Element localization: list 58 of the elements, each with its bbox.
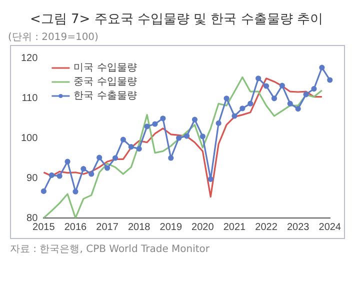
point — [232, 113, 238, 119]
x-tick-label: 2024 — [318, 222, 342, 233]
legend-label: 한국 수출물량 — [74, 90, 137, 102]
point — [48, 172, 54, 178]
point — [208, 176, 214, 182]
point — [216, 120, 222, 126]
point — [112, 155, 118, 161]
point — [287, 100, 293, 106]
point — [168, 155, 174, 161]
text: 자료 : 한국은행, CPB World Trade Monitor — [10, 243, 210, 256]
chart-subtitle: (단위 : 2019=100) — [8, 31, 98, 44]
point — [271, 96, 278, 102]
point — [72, 188, 78, 194]
point — [88, 171, 94, 177]
x-tick-label: 2018 — [128, 222, 151, 233]
y-tick-label: 120 — [20, 52, 38, 64]
point — [224, 96, 230, 102]
point — [136, 146, 142, 152]
point — [96, 154, 102, 160]
x-tick-label: 2022 — [255, 222, 278, 233]
point — [327, 77, 333, 83]
point — [104, 165, 110, 171]
point — [40, 188, 46, 194]
point — [120, 136, 126, 142]
x-tick-label: 2015 — [32, 222, 56, 233]
point — [303, 92, 309, 98]
y-tick-label: 90 — [26, 172, 38, 184]
point — [144, 124, 150, 130]
legend-label: 미국 수입물량 — [74, 62, 137, 74]
point — [184, 133, 190, 139]
point — [128, 144, 134, 150]
point — [248, 100, 254, 106]
point — [256, 76, 262, 82]
x-tick-label: 2020 — [192, 222, 214, 233]
point — [319, 64, 325, 70]
point — [56, 173, 62, 179]
point — [192, 116, 198, 122]
y-tick-label: 80 — [26, 212, 38, 224]
point — [64, 158, 70, 164]
x-tick-label: 2019 — [160, 222, 182, 233]
point — [160, 116, 166, 122]
y-tick-label: 100 — [20, 132, 38, 144]
point — [295, 106, 301, 112]
x-tick-label: 2016 — [64, 222, 88, 233]
legend-label: 중국 수입물량 — [74, 76, 137, 88]
chart-title: <그림 7> 주요국 수입물량 및 한국 수출물량 추이 — [29, 11, 324, 28]
x-tick-label: 2023 — [286, 222, 310, 233]
x-tick-label: 2021 — [223, 222, 246, 233]
point — [200, 134, 206, 140]
point — [279, 82, 285, 88]
point — [152, 121, 158, 127]
y-tick-label: 110 — [22, 92, 38, 104]
point — [311, 86, 317, 92]
point — [240, 106, 246, 112]
x-tick-label: 2017 — [96, 222, 119, 233]
point — [263, 83, 270, 89]
point — [176, 135, 182, 141]
point — [80, 166, 86, 172]
